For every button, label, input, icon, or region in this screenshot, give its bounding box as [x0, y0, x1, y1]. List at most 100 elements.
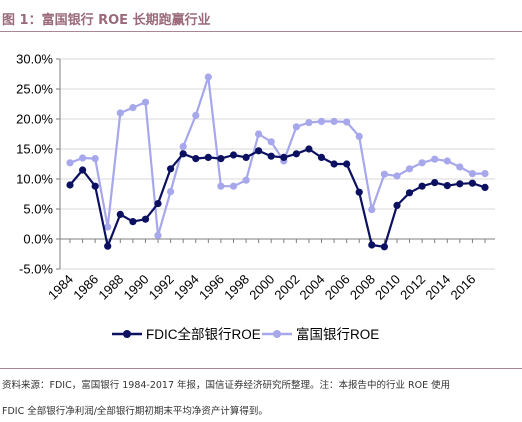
data-point — [343, 118, 351, 126]
data-point — [305, 145, 313, 153]
data-point — [343, 160, 351, 168]
data-point — [91, 155, 99, 163]
y-tick-label: -5.0% — [19, 262, 53, 277]
x-tick-label: 2006 — [322, 272, 353, 303]
y-tick-label: 15.0% — [16, 142, 53, 157]
x-tick-label: 2012 — [397, 272, 428, 303]
data-point — [355, 188, 363, 196]
x-tick-label: 2002 — [271, 272, 302, 303]
data-point — [380, 170, 388, 178]
data-point — [456, 180, 464, 188]
source-note-line-1: 资料来源：FDIC，富国银行 1984-2017 年报，国信证券经济研究所整理。… — [2, 380, 451, 391]
y-tick-label: 20.0% — [16, 112, 53, 127]
data-point — [192, 111, 200, 119]
x-tick-label: 2010 — [372, 272, 403, 303]
data-point — [292, 123, 300, 131]
series-lines — [66, 73, 489, 251]
data-point — [154, 200, 162, 208]
data-point — [292, 150, 300, 158]
data-point — [79, 154, 87, 162]
x-tick-label: 2016 — [447, 272, 478, 303]
data-point — [280, 153, 288, 161]
data-point — [317, 117, 326, 125]
data-point — [116, 210, 124, 218]
legend-swatch-marker — [273, 330, 281, 338]
gridlines — [60, 58, 495, 270]
x-tick-label: 1992 — [146, 272, 177, 303]
y-tick-label: 10.0% — [16, 172, 53, 187]
data-point — [393, 172, 401, 180]
axes — [56, 58, 495, 270]
data-point — [154, 231, 162, 239]
x-tick-label: 1994 — [171, 272, 202, 303]
series-line-0 — [69, 147, 486, 248]
data-point — [267, 152, 275, 160]
data-point — [217, 182, 225, 190]
data-point — [418, 182, 426, 190]
x-tick-label: 2004 — [297, 272, 328, 303]
data-point — [141, 98, 150, 106]
data-point — [91, 182, 99, 190]
data-point — [330, 160, 338, 168]
data-point — [468, 170, 476, 178]
data-point — [305, 119, 313, 127]
data-point — [116, 109, 124, 117]
data-point — [179, 143, 187, 151]
y-tick-label: 30.0% — [16, 52, 53, 67]
data-point — [229, 182, 238, 190]
data-point — [242, 153, 250, 161]
x-tick-label: 2000 — [246, 272, 277, 303]
data-point — [79, 166, 87, 174]
data-point — [66, 159, 74, 167]
data-point — [104, 223, 112, 231]
data-point — [141, 215, 150, 223]
data-point — [192, 155, 200, 163]
roe-line-chart: -5.0% 0.0% 5.0% 10.0% 15.0% 20.0% 25.0% 30.0% 1… — [16, 52, 495, 342]
data-point — [355, 132, 363, 140]
data-point — [418, 159, 426, 167]
footer-divider — [0, 368, 522, 369]
data-point — [104, 242, 112, 250]
x-tick-label: 1990 — [121, 272, 152, 303]
data-point — [443, 157, 451, 165]
y-tick-label: 5.0% — [23, 202, 53, 217]
data-point — [380, 243, 388, 251]
legend-swatch-marker — [123, 330, 131, 338]
legend-label: FDIC全部银行ROE — [146, 326, 261, 342]
header-divider — [0, 31, 522, 32]
data-point — [267, 138, 275, 146]
figure-header: 图 1：富国银行 ROE 长期跑赢行业 — [0, 0, 522, 32]
data-point — [405, 165, 414, 173]
data-point — [443, 182, 451, 190]
data-point — [129, 104, 137, 112]
data-point — [255, 130, 263, 138]
data-point — [167, 188, 175, 196]
data-point — [167, 165, 175, 173]
x-tick-label: 1996 — [196, 272, 227, 303]
x-tick-label: 2008 — [347, 272, 378, 303]
data-point — [368, 241, 376, 249]
series-line-1 — [69, 75, 485, 237]
legend-label: 富国银行ROE — [296, 326, 379, 342]
data-point — [217, 155, 225, 163]
data-point — [129, 218, 137, 226]
y-tick-labels: -5.0% 0.0% 5.0% 10.0% 15.0% 20.0% 25.0% 30.0% — [16, 52, 53, 277]
data-point — [456, 163, 464, 171]
data-point — [179, 150, 187, 158]
data-point — [431, 179, 439, 187]
data-point — [242, 176, 250, 184]
data-point — [204, 153, 212, 161]
data-point — [405, 189, 414, 197]
data-point — [481, 183, 489, 191]
x-tick-label: 1986 — [70, 272, 101, 303]
data-point — [468, 179, 476, 187]
data-point — [393, 201, 401, 209]
data-point — [431, 155, 439, 163]
x-tick-labels: 1984198619881990199219941996199820002002… — [45, 272, 478, 303]
legend: FDIC全部银行ROE 富国银行ROE — [112, 326, 379, 342]
x-tick-label: 2014 — [422, 272, 453, 303]
data-point — [255, 147, 263, 155]
figure-title: 图 1：富国银行 ROE 长期跑赢行业 — [2, 13, 211, 28]
data-point — [204, 73, 212, 81]
data-point — [368, 206, 376, 214]
